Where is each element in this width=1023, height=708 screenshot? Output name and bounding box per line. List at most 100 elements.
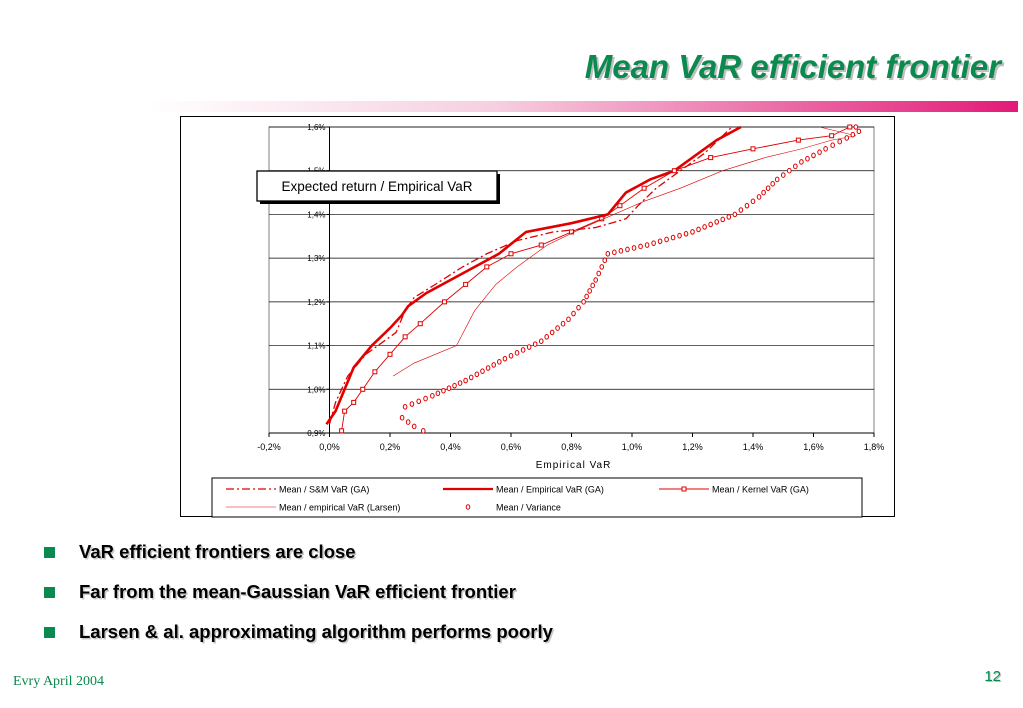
data-point xyxy=(549,329,555,336)
data-point xyxy=(596,270,602,277)
y-tick-label: 1,6% xyxy=(307,123,325,132)
data-point xyxy=(847,124,853,130)
x-tick-label: 0,2% xyxy=(380,442,401,452)
data-point xyxy=(538,242,544,248)
data-point xyxy=(387,351,393,357)
data-point xyxy=(463,377,468,384)
data-point xyxy=(532,341,538,347)
data-point xyxy=(671,168,677,174)
data-point xyxy=(441,299,447,305)
data-point xyxy=(514,350,520,356)
data-point xyxy=(581,299,586,305)
footer-date: Evry April 2004 xyxy=(13,674,104,689)
data-point xyxy=(417,321,423,327)
data-point xyxy=(823,146,828,152)
data-point xyxy=(702,224,707,230)
data-point xyxy=(799,159,804,165)
data-point xyxy=(765,185,771,191)
data-point xyxy=(497,359,502,365)
data-point xyxy=(708,221,713,228)
data-point xyxy=(829,133,835,139)
data-point xyxy=(853,124,859,130)
data-point xyxy=(474,371,480,378)
x-tick-label: 1,8% xyxy=(864,442,885,452)
data-point xyxy=(402,403,408,410)
data-point xyxy=(625,246,630,253)
data-point xyxy=(544,334,549,340)
data-point xyxy=(850,131,856,138)
data-point xyxy=(457,380,463,386)
data-point xyxy=(793,163,798,170)
x-tick-label: 0,8% xyxy=(561,442,582,452)
slide-title: Mean VaR efficient frontier xyxy=(584,48,1001,85)
data-point xyxy=(756,194,762,200)
legend-label: Mean / S&M VaR (GA) xyxy=(279,485,369,495)
data-point xyxy=(787,167,792,174)
data-point xyxy=(638,243,643,250)
legend-label: Mean / empirical VaR (Larsen) xyxy=(279,503,400,513)
data-point xyxy=(351,399,357,405)
data-point xyxy=(452,382,457,389)
square-bullet-icon xyxy=(44,546,55,558)
data-point xyxy=(491,362,497,368)
data-point xyxy=(744,202,750,209)
data-point xyxy=(502,355,508,362)
data-point xyxy=(576,304,581,311)
series-3 xyxy=(392,126,856,377)
data-point xyxy=(738,207,744,213)
bullet-list: VaR efficient frontiers are close Far fr… xyxy=(44,532,553,652)
data-point xyxy=(750,146,756,152)
data-point xyxy=(774,176,780,183)
data-point xyxy=(484,264,490,270)
data-point xyxy=(569,229,574,235)
series-line xyxy=(392,126,856,377)
data-point xyxy=(468,374,474,381)
legend-item: Mean / S&M VaR (GA) xyxy=(226,485,369,495)
square-bullet-icon xyxy=(44,626,55,638)
legend-item: Mean / Kernel VaR (GA) xyxy=(659,485,809,495)
data-point xyxy=(360,386,366,392)
data-point xyxy=(446,385,452,391)
data-point xyxy=(566,316,571,323)
bullet-item: Far from the mean-Gaussian VaR efficient… xyxy=(44,572,553,612)
annotation-box: Expected return / Empirical VaR xyxy=(256,170,500,204)
legend-item: Mean / Empirical VaR (GA) xyxy=(443,485,604,495)
legend-marker xyxy=(465,504,471,510)
data-point xyxy=(618,248,624,254)
series-0 xyxy=(328,126,733,425)
data-point xyxy=(644,242,650,248)
data-point xyxy=(372,369,378,375)
legend-marker xyxy=(681,486,687,492)
x-tick-label: -0,2% xyxy=(257,442,281,452)
data-point xyxy=(856,128,862,135)
x-tick-label: 0,0% xyxy=(319,442,340,452)
series-1 xyxy=(325,125,742,425)
data-point xyxy=(508,352,514,359)
data-point xyxy=(411,423,417,430)
data-point xyxy=(714,219,720,225)
data-point xyxy=(526,344,532,350)
data-point xyxy=(837,138,843,145)
data-point xyxy=(584,293,589,300)
data-point xyxy=(683,230,689,237)
data-point xyxy=(612,249,617,256)
data-point xyxy=(726,214,732,220)
data-point xyxy=(423,395,428,402)
x-tick-label: 1,6% xyxy=(803,442,824,452)
data-point xyxy=(617,203,623,209)
data-point xyxy=(720,216,726,223)
x-tick-label: 1,2% xyxy=(682,442,703,452)
title-underline xyxy=(148,101,1018,112)
data-point xyxy=(435,390,441,397)
data-point xyxy=(732,211,738,218)
legend-label: Mean / Empirical VaR (GA) xyxy=(496,485,604,495)
bullet-text: VaR efficient frontiers are close xyxy=(79,541,356,562)
data-point xyxy=(399,414,405,421)
data-point xyxy=(690,229,695,235)
legend-frame xyxy=(211,477,863,518)
y-tick-label: 1,1% xyxy=(307,342,325,351)
legend-item: Mean / Variance xyxy=(465,503,561,513)
data-point xyxy=(420,428,426,434)
x-tick-label: 1,4% xyxy=(743,442,764,452)
data-point xyxy=(480,368,485,374)
